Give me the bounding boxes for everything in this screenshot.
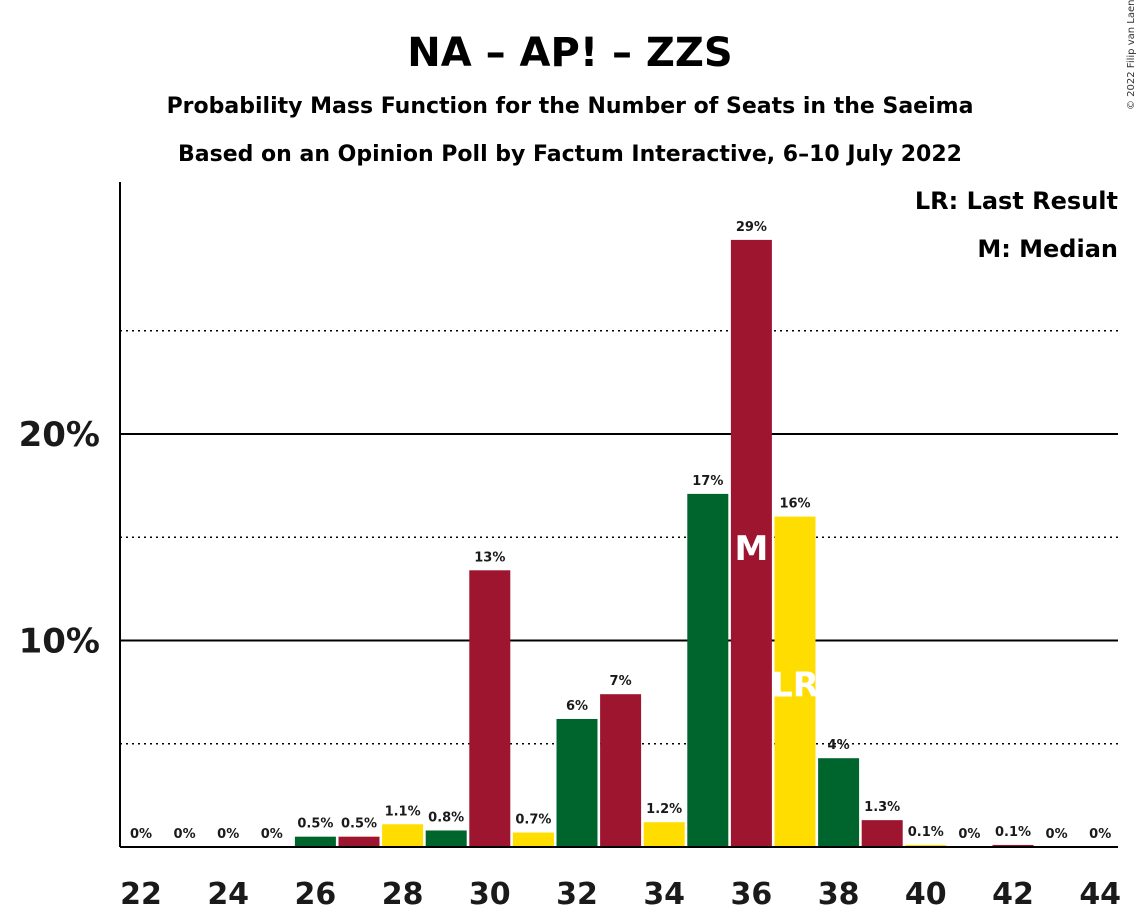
data-label: 7% (610, 674, 632, 689)
data-label: 0% (1046, 827, 1068, 842)
y-tick-label: 20% (19, 415, 100, 455)
data-label: 4% (828, 738, 850, 753)
data-label: 0% (130, 827, 152, 842)
x-tick-label: 32 (556, 877, 598, 912)
legend-median: M: Median (977, 235, 1118, 263)
chart-subtitle: Probability Mass Function for the Number… (167, 94, 974, 119)
data-label: 13% (474, 550, 505, 565)
chart-source: Based on an Opinion Poll by Factum Inter… (178, 142, 962, 167)
bar (643, 822, 685, 847)
x-tick-label: 36 (731, 877, 773, 912)
median-marker: M (734, 529, 768, 569)
data-label: 0.5% (297, 817, 333, 832)
bar (818, 758, 860, 847)
x-tick-label: 40 (905, 877, 947, 912)
bars: 0% 0% 0% 0% 0.5% 0.5% 1.1% 0.8% 13% 0.7% 6% 7% 1.2% 1… (130, 220, 1111, 847)
x-tick-label: 38 (818, 877, 860, 912)
data-label: 16% (779, 497, 810, 512)
bar (861, 820, 903, 847)
data-label: 0.5% (341, 817, 377, 832)
data-label: 0% (174, 827, 196, 842)
bar (992, 844, 1034, 847)
data-label: 0.7% (515, 813, 551, 828)
bar (425, 830, 467, 847)
data-label: 17% (692, 474, 723, 489)
bar (338, 836, 380, 847)
bar (687, 493, 729, 847)
chart-title: NA – AP! – ZZS (407, 30, 732, 76)
x-tick-label: 30 (469, 877, 511, 912)
data-label: 0% (1089, 827, 1111, 842)
x-tick-label: 22 (120, 877, 162, 912)
bar (730, 239, 772, 847)
legend-last-result: LR: Last Result (915, 187, 1118, 215)
bar (600, 694, 642, 847)
data-label: 0% (217, 827, 239, 842)
bar (774, 516, 816, 847)
data-label: 0.1% (995, 825, 1031, 840)
y-tick-label: 10% (19, 622, 100, 662)
data-label: 29% (736, 220, 767, 235)
data-label: 6% (566, 699, 588, 714)
bar (905, 844, 947, 847)
grid: 10% 20% (19, 330, 1118, 745)
data-label: 0.1% (908, 825, 944, 840)
bar (382, 824, 424, 847)
axes: 22 24 26 28 30 32 34 36 38 40 42 44 (119, 182, 1121, 912)
x-tick-label: 24 (207, 877, 249, 912)
data-label: 1.1% (385, 804, 421, 819)
x-tick-label: 34 (643, 877, 685, 912)
copyright: © 2022 Filip van Laenen (1126, 0, 1137, 110)
last-result-marker: LR (771, 666, 819, 706)
data-label: 1.2% (646, 802, 682, 817)
data-label: 0% (261, 827, 283, 842)
x-tick-label: 26 (295, 877, 337, 912)
x-tick-label: 44 (1079, 877, 1121, 912)
bar (556, 718, 598, 847)
data-label: 1.3% (864, 800, 900, 815)
bar (469, 570, 511, 847)
x-tick-label: 42 (992, 877, 1034, 912)
x-tick-label: 28 (382, 877, 424, 912)
bar (512, 832, 554, 847)
data-label: 0% (958, 827, 980, 842)
data-label: 0.8% (428, 810, 464, 825)
bar (294, 836, 336, 847)
